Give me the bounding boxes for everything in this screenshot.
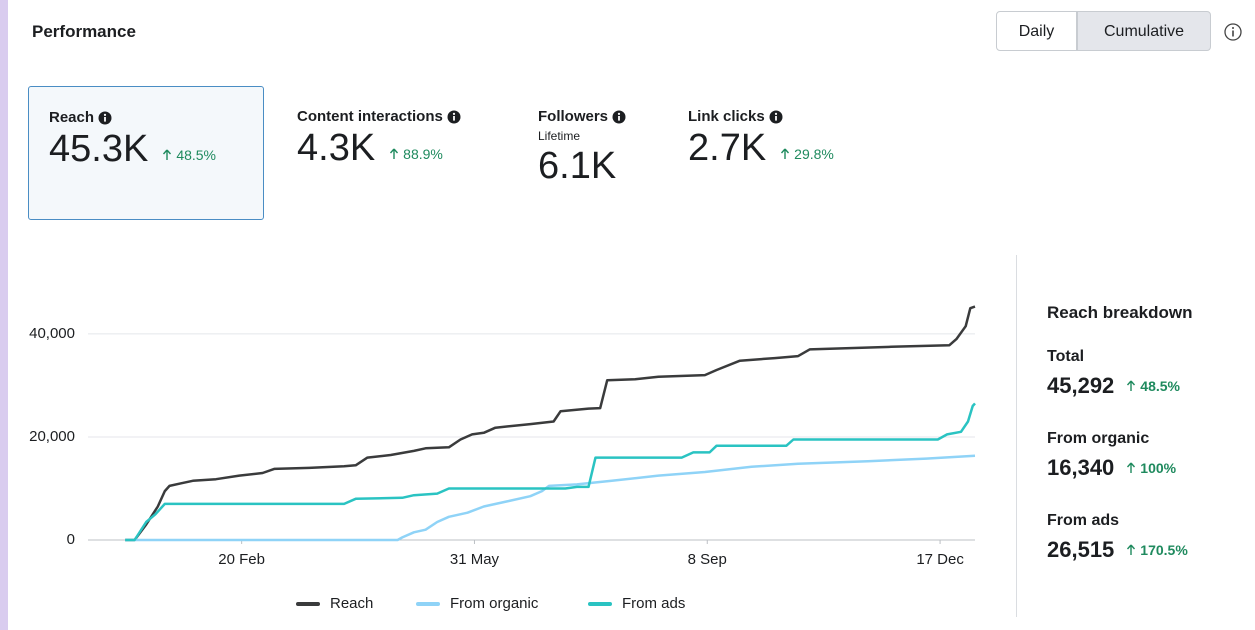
up-arrow [1127, 462, 1136, 473]
x-tick-label: 20 Feb [218, 551, 265, 568]
x-tick-label: 31 May [450, 551, 500, 568]
breakdown-change: 100% [1126, 460, 1176, 476]
breakdown-value-row: 45,292 48.5% [1047, 373, 1180, 399]
arrow-shape [781, 148, 790, 159]
metric-label: Reach [49, 109, 95, 126]
info-stem [104, 116, 106, 122]
arrow-shape [1127, 544, 1136, 555]
metric-card[interactable]: Reach 45.3K 48.5% [28, 86, 264, 220]
change-value: 100% [1140, 460, 1177, 476]
metric-value: 4.3K [297, 127, 376, 169]
legend-label: Reach [330, 595, 373, 612]
info-icon[interactable] [1223, 22, 1243, 42]
arrow-shape [163, 149, 172, 160]
change-value: 170.5% [1140, 542, 1188, 558]
metric-change: 48.5% [162, 147, 216, 163]
metric-label-row: Link clicks [688, 108, 868, 125]
metric-label-row: Reach [49, 109, 243, 126]
breakdown-value: 26,515 [1047, 537, 1115, 562]
breakdown-change: 48.5% [1126, 378, 1180, 394]
breakdown-label: From organic [1047, 430, 1150, 447]
info-stem [618, 115, 620, 121]
arrow-shape [1127, 380, 1136, 391]
metric-label: Content interactions [297, 108, 443, 125]
breakdown-value: 16,340 [1047, 455, 1115, 480]
divider [1016, 255, 1017, 617]
info-dot [617, 112, 621, 115]
info-icon[interactable] [98, 111, 112, 125]
metric-value: 6.1K [538, 145, 617, 187]
x-tick-label: 17 Dec [916, 551, 964, 568]
panel: Performance Daily Cumulative Reach 45.3K 48… [8, 0, 1255, 630]
y-tick-label: 40,000 [29, 325, 75, 342]
metric-value-row: 6.1K [538, 145, 638, 188]
legend-label: From ads [622, 595, 685, 612]
metric-value: 45.3K [49, 128, 149, 170]
metric-card[interactable]: Followers Lifetime 6.1K [518, 86, 658, 220]
metric-sublabel: Lifetime [538, 129, 581, 143]
metric-label: Followers [538, 108, 609, 125]
series-line [125, 454, 976, 542]
info-dot [103, 113, 107, 116]
info-stem [774, 115, 777, 121]
breakdown-change: 170.5% [1126, 542, 1188, 558]
y-tick-label: 0 [67, 531, 75, 548]
change-value: 48.5% [1140, 378, 1180, 394]
breakdown-value: 45,292 [1047, 373, 1115, 398]
breakdown-value-row: 16,340 100% [1047, 455, 1176, 481]
toggle-button[interactable]: Cumulative [1077, 11, 1211, 51]
series-line [125, 402, 976, 542]
y-tick-label: 20,000 [29, 428, 75, 445]
metric-change: 29.8% [780, 146, 834, 162]
info-stem [452, 115, 455, 121]
up-arrow [1127, 380, 1136, 391]
change-value: 48.5% [176, 147, 217, 163]
metric-value-row: 4.3K 88.9% [297, 127, 489, 170]
up-arrow [163, 149, 172, 160]
info-dot [452, 112, 455, 115]
toggle-button[interactable]: Daily [996, 11, 1077, 51]
breakdown-label: Total [1047, 348, 1085, 365]
legend-label: From organic [450, 595, 539, 612]
section-title: Performance [32, 22, 136, 41]
breakdown-title: Reach breakdown [1047, 303, 1193, 322]
metric-label: Link clicks [688, 108, 765, 125]
info-icon[interactable] [612, 110, 626, 124]
metric-card[interactable]: Content interactions 4.3K 88.9% [278, 86, 508, 220]
info-icon[interactable] [769, 110, 783, 124]
up-arrow [390, 148, 399, 159]
change-value: 29.8% [794, 146, 834, 162]
breakdown-label: From ads [1047, 512, 1120, 529]
x-tick-label: 8 Sep [688, 551, 727, 568]
series-line [125, 305, 976, 542]
metric-value-row: 2.7K 29.8% [688, 127, 868, 170]
info-icon[interactable] [447, 110, 461, 124]
metric-change: 88.9% [389, 146, 443, 162]
up-arrow [1127, 544, 1136, 555]
up-arrow [781, 148, 790, 159]
metric-label-row: Followers [538, 108, 638, 125]
breakdown-value-row: 26,515 170.5% [1047, 537, 1188, 563]
info-dot [774, 112, 777, 115]
arrow-shape [390, 148, 399, 159]
change-value: 88.9% [403, 146, 443, 162]
metric-value-row: 45.3K 48.5% [49, 128, 243, 171]
arrow-shape [1127, 462, 1136, 473]
metric-label-row: Content interactions [297, 108, 489, 125]
metric-card[interactable]: Link clicks 2.7K 29.8% [668, 86, 888, 220]
metric-value: 2.7K [688, 127, 767, 169]
